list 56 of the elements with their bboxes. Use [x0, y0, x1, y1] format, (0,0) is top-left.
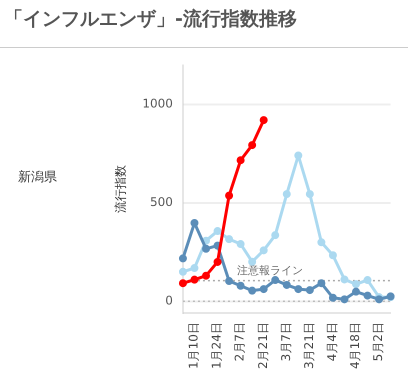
point	[260, 285, 268, 294]
point	[202, 272, 210, 280]
point	[352, 288, 360, 296]
point	[352, 280, 360, 288]
point	[340, 275, 348, 284]
x-tick-label: 1月10日	[186, 322, 201, 369]
text: 新潟県	[18, 169, 57, 186]
point	[317, 238, 326, 246]
point	[248, 141, 256, 150]
x-tick-label: 2月7日	[232, 322, 247, 362]
point	[190, 264, 198, 272]
y-tick-label: 1000	[142, 96, 173, 111]
point	[260, 246, 268, 254]
point	[190, 276, 198, 284]
point	[178, 279, 187, 288]
x-tick-label: 5月2日	[371, 322, 386, 362]
point	[294, 152, 302, 160]
point	[306, 190, 314, 198]
point	[328, 251, 337, 260]
point	[214, 258, 222, 266]
point	[236, 282, 245, 290]
y-axis-title: 流行指数	[113, 165, 128, 214]
point	[271, 276, 280, 284]
point	[225, 235, 234, 244]
point	[306, 286, 314, 294]
chart-title: 「インフルエンザ」-流行指数推移	[4, 7, 297, 32]
point	[225, 192, 234, 200]
x-tick-label: 2月21日	[256, 322, 270, 369]
y-tick-label: 0	[165, 293, 173, 308]
x-tick-label: 3月7日	[278, 322, 293, 362]
point	[248, 286, 256, 295]
x-tick-label: 1月24日	[210, 322, 224, 369]
ref-line-label: 注意報ライン	[237, 264, 304, 277]
point	[190, 218, 198, 227]
point	[260, 116, 268, 124]
point	[248, 258, 256, 266]
point	[271, 231, 280, 240]
point	[178, 268, 187, 276]
point	[364, 276, 372, 284]
point	[202, 244, 210, 253]
point	[236, 240, 245, 248]
point	[282, 280, 291, 289]
point	[340, 295, 348, 304]
point	[364, 292, 372, 300]
point	[178, 254, 187, 262]
point	[236, 156, 245, 164]
point	[294, 285, 302, 294]
point	[317, 279, 326, 288]
x-tick-label: 4月4日	[325, 322, 340, 362]
x-tick-label: 3月21日	[302, 322, 316, 369]
x-tick-label: 4月18日	[348, 322, 362, 369]
y-tick-label: 500	[150, 195, 173, 210]
point	[214, 227, 222, 236]
point	[225, 277, 234, 286]
point	[328, 294, 337, 302]
point	[282, 190, 291, 198]
